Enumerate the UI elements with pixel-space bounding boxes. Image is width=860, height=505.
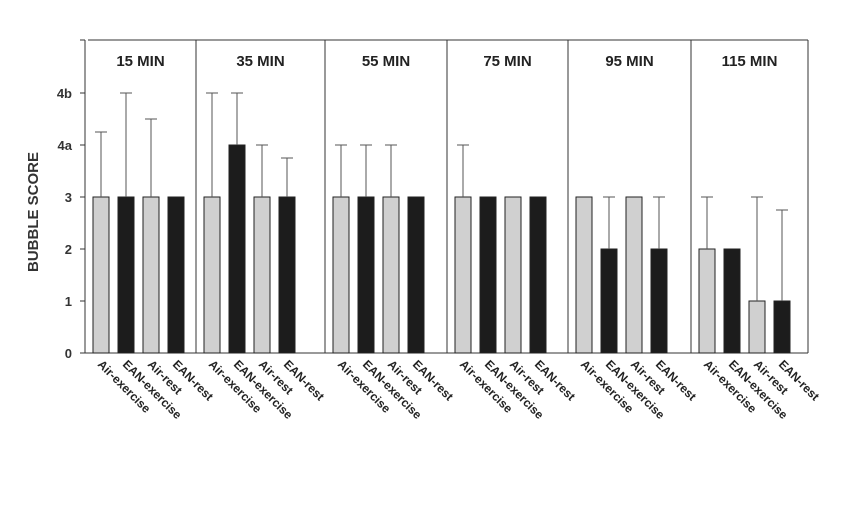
bar [332,196,350,354]
bar [142,196,160,354]
panel-title: 75 MIN [483,53,531,70]
bar [504,196,522,354]
panel-title: 15 MIN [116,53,164,70]
y-tick-label: 3 [65,190,72,205]
y-tick-label: 0 [65,346,72,361]
bar [698,248,716,354]
bar [479,196,497,354]
bar [748,300,766,354]
bar [228,144,246,354]
bar [407,196,425,354]
panel-title: 55 MIN [362,53,410,70]
bar [167,196,185,354]
bar [382,196,400,354]
bar [92,196,110,354]
bar [278,196,296,354]
bar [600,248,618,354]
bar [723,248,741,354]
bar [253,196,271,354]
bar [357,196,375,354]
bar [454,196,472,354]
bar [575,196,593,354]
y-tick-label: 1 [65,294,72,309]
panel-title: 35 MIN [236,53,284,70]
y-axis-label: BUBBLE SCORE [25,152,42,272]
bar [773,300,791,354]
bar [117,196,135,354]
bar [650,248,668,354]
panel-title: 95 MIN [605,53,653,70]
bar [529,196,547,354]
bar [203,196,221,354]
bar [625,196,643,354]
y-tick-label: 2 [65,242,72,257]
y-tick-label: 4a [58,138,73,153]
panel-title: 115 MIN [722,53,778,70]
y-tick-label: 4b [57,86,72,101]
